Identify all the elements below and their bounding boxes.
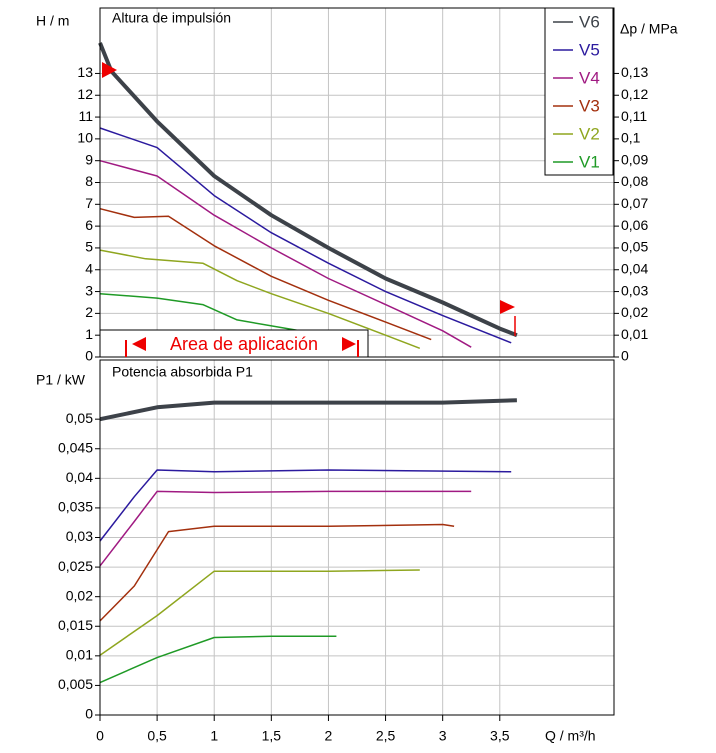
y-tick-label: 0,02 [66,587,93,603]
y2-tick-label: 0,07 [621,195,648,211]
arrow [132,337,146,351]
y2-tick-label: 0,01 [621,326,648,342]
marker [102,62,117,78]
series-line [99,569,420,656]
legend-label: V1 [579,152,600,171]
y-tick-label: 7 [85,195,93,211]
x-axis-label: Q / m³/h [545,728,596,744]
chart-title: Potencia absorbida P1 [112,364,253,380]
chart-title: Altura de impulsión [112,10,231,26]
y-tick-label: 0,04 [66,469,93,485]
annotation-text: Area de aplicación [170,334,318,354]
y-tick-label: 1 [85,326,93,342]
y-tick-label: 9 [85,151,93,167]
x-tick-label: 3,5 [490,728,510,744]
y-tick-label: 6 [85,217,93,233]
y-tick-label: 0,01 [66,647,93,663]
y2-tick-label: 0,1 [621,130,641,146]
y2-tick-label: 0,02 [621,304,648,320]
x-tick-label: 2 [325,728,333,744]
y-tick-label: 5 [85,239,93,255]
y-tick-label: 0,05 [66,410,93,426]
legend-label: V3 [579,96,600,115]
x-tick-label: 0,5 [147,728,167,744]
legend: V6 V5 V4 V3 V2 V1 [544,7,614,176]
legend-label: V6 [579,12,600,31]
x-tick-label: 2,5 [376,728,396,744]
series-line [99,159,472,348]
y-tick-label: 0,045 [58,439,93,455]
series-line [99,469,512,542]
x-tick-label: 3 [439,728,447,744]
legend-label: V5 [579,40,600,59]
y-tick-label: 0,005 [58,676,93,692]
legend-box [544,7,614,176]
y2-axis-label: Δp / MPa [620,21,678,37]
y2-tick-label: 0,05 [621,239,648,255]
series-line [99,292,301,332]
y2-tick-label: 0,12 [621,86,648,102]
y-tick-label: 0 [85,706,93,722]
y2-tick-label: 0,08 [621,173,648,189]
y2-tick-label: 0,06 [621,217,648,233]
y-tick-label: 3 [85,282,93,298]
y-tick-label: 0,03 [66,528,93,544]
y-tick-label: 0,035 [58,499,93,515]
y2-tick-label: 0 [621,348,629,364]
x-tick-label: 1,5 [262,728,282,744]
y-tick-label: 13 [77,64,93,80]
y-tick-label: 8 [85,173,93,189]
y-tick-label: 0,015 [58,617,93,633]
y-tick-label: 0,025 [58,558,93,574]
series-line [99,127,512,344]
series-line [99,523,455,622]
y-tick-label: 2 [85,304,93,320]
y2-tick-label: 0,09 [621,151,648,167]
y-tick-label: 11 [78,108,93,124]
y2-tick-label: 0,13 [621,64,648,80]
arrow [342,337,356,351]
series-line [99,249,421,350]
annotation: Area de aplicación [99,329,369,358]
legend-label: V2 [579,124,600,143]
bottom-frame [99,359,615,716]
y-axis-label: H / m [36,13,69,29]
y2-tick-label: 0,04 [621,260,648,276]
marker [500,300,515,314]
y2-tick-label: 0,11 [621,108,647,124]
x-tick-label: 1 [210,728,218,744]
series-line [99,635,337,684]
series-line [99,490,472,567]
y-axis-label: P1 / kW [36,372,86,388]
y2-tick-label: 0,03 [621,282,648,298]
series-line [98,42,518,338]
y-tick-label: 0 [85,348,93,364]
y-tick-label: 4 [85,260,93,276]
x-tick-label: 0 [96,728,104,744]
series-line [99,207,432,341]
panel: 0 0,5 1 1,5 2 2,5 3 3,5 0 0,005 0,01 0,015 0,02 0,025… [58,360,614,744]
legend-label: V4 [579,68,600,87]
y-tick-label: 12 [77,86,93,102]
series-line [99,398,517,422]
y-tick-label: 10 [77,130,93,146]
